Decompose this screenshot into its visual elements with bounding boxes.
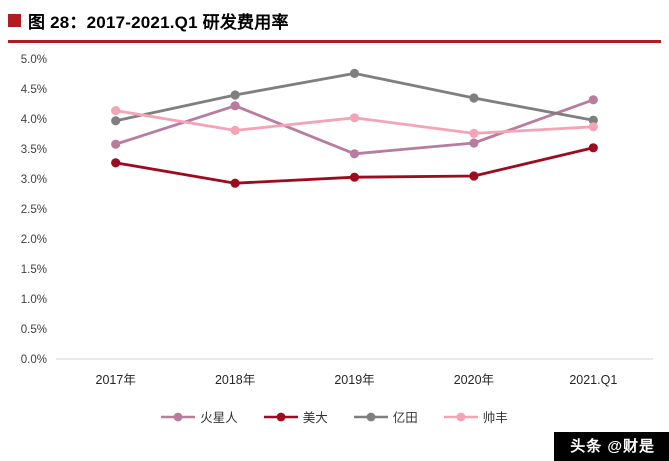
y-axis-tick-label: 3.0% <box>21 174 47 186</box>
series-point-2-1 <box>230 90 240 100</box>
legend-item-3: 帅丰 <box>443 407 508 426</box>
series-point-0-0 <box>111 139 121 149</box>
series-point-0-2 <box>349 149 360 159</box>
series-point-0-1 <box>230 101 240 111</box>
series-point-0-3 <box>469 138 479 148</box>
watermark-text: 头条 @财是 <box>570 438 655 455</box>
y-axis-tick-label: 0.0% <box>21 354 47 366</box>
y-axis-tick-label: 0.5% <box>21 324 47 336</box>
x-axis-tick-label: 2019年 <box>334 373 374 387</box>
series-point-1-3 <box>469 171 479 181</box>
y-axis-tick-label: 2.0% <box>21 234 47 246</box>
legend-marker-icon <box>161 412 196 421</box>
figure-header: 图 28：2017-2021.Q1 研发费用率 <box>0 0 669 33</box>
legend-label: 帅丰 <box>482 411 508 425</box>
series-point-3-0 <box>111 106 121 116</box>
legend-marker-icon <box>353 412 388 421</box>
x-axis-tick-label: 2021.Q1 <box>569 373 617 387</box>
series-point-1-1 <box>230 178 240 188</box>
legend-item-2: 亿田 <box>353 407 418 426</box>
legend-item-0: 火星人 <box>161 407 238 426</box>
y-axis-tick-label: 3.5% <box>21 144 47 156</box>
series-point-2-4 <box>588 115 598 125</box>
series-point-3-4 <box>588 122 598 132</box>
x-axis-tick-label: 2018年 <box>215 373 255 387</box>
figure-title: 图 28：2017-2021.Q1 研发费用率 <box>28 13 289 32</box>
series-point-3-3 <box>469 128 479 138</box>
x-axis-tick-label: 2020年 <box>454 373 494 387</box>
series-point-1-2 <box>349 172 360 182</box>
legend-label: 火星人 <box>200 411 238 425</box>
legend-marker-icon <box>443 412 478 421</box>
series-point-1-4 <box>588 143 598 153</box>
y-axis-tick-label: 1.0% <box>21 294 47 306</box>
legend-label: 亿田 <box>392 411 418 425</box>
line-chart: 0.0% 0.5% 1.0% 1.5% 2.0% 2.5% 3.0% 3.5% 4.0% 4.5%… <box>21 54 653 387</box>
series-point-2-3 <box>469 93 479 103</box>
title-rule <box>8 40 661 43</box>
series-point-0-4 <box>588 95 598 105</box>
series-point-3-2 <box>349 113 360 123</box>
y-axis-tick-label: 4.5% <box>21 84 47 96</box>
y-axis-tick-label: 5.0% <box>21 54 47 66</box>
x-axis-tick-label: 2017年 <box>96 373 136 387</box>
series-point-3-1 <box>230 125 240 135</box>
legend-label: 美大 <box>302 411 328 425</box>
y-axis-tick-label: 1.5% <box>21 264 47 276</box>
series-point-2-0 <box>111 116 121 126</box>
legend-marker-icon <box>263 412 298 421</box>
watermark: 头条 @财是 <box>554 432 669 461</box>
y-axis-tick-label: 2.5% <box>21 204 47 216</box>
chart-legend: 火星人 美大 亿田 帅丰 <box>0 407 669 426</box>
series-point-2-2 <box>349 68 360 78</box>
y-axis-tick-label: 4.0% <box>21 114 47 126</box>
title-bullet-icon <box>8 14 21 27</box>
legend-item-1: 美大 <box>263 407 328 426</box>
series-point-1-0 <box>111 158 121 168</box>
